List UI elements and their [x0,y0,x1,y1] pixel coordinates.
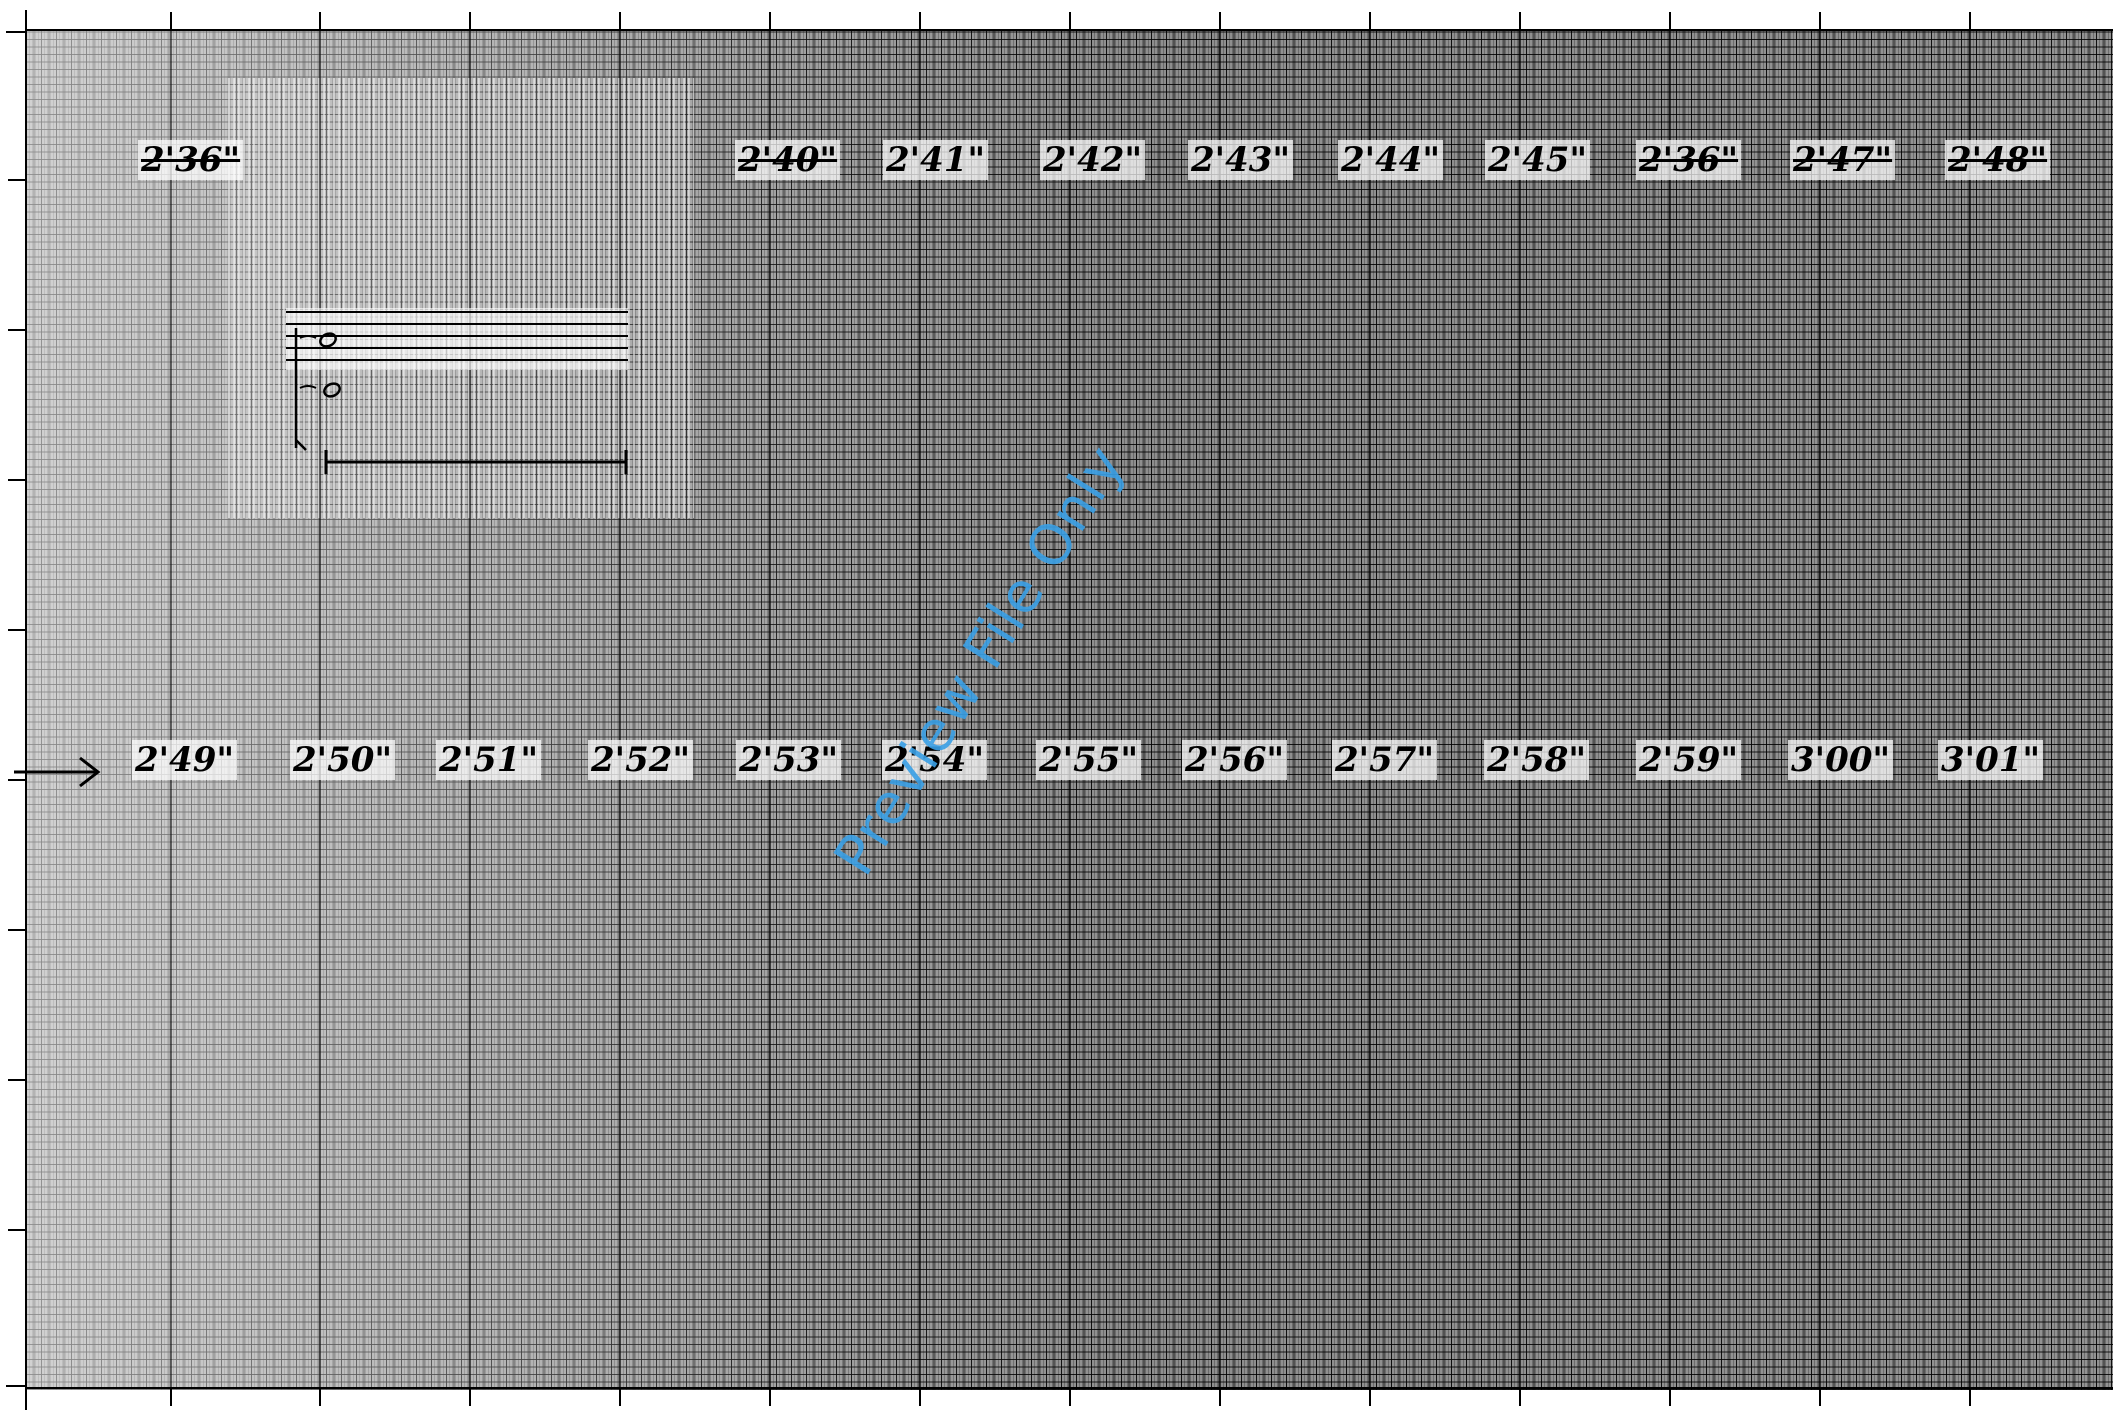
time-label-bottom: 2'49" [132,740,238,780]
time-label-bottom: 2'55" [1036,740,1142,780]
time-label-bottom: 2'51" [436,740,542,780]
time-label-top: 2'40" [735,140,841,180]
time-label-bottom: 2'57" [1332,740,1438,780]
left-ticks [6,31,26,1387]
time-label-bottom: 2'54" [882,740,988,780]
faded-region [228,78,694,518]
time-label-top: 2'44" [1338,140,1444,180]
right-arrow-icon [14,756,101,788]
time-label-top: 2'43" [1188,140,1294,180]
bottom-ticks [25,1388,1971,1410]
time-label-top: 2'41" [883,140,989,180]
time-label-top: 2'42" [1040,140,1146,180]
time-label-bottom: 2'53" [736,740,842,780]
time-label-bottom: 2'50" [290,740,396,780]
staff-notation-sketch [286,308,628,474]
time-label-top: 2'45" [1485,140,1591,180]
time-label-bottom: 2'58" [1484,740,1590,780]
time-label-top: 2'47" [1790,140,1896,180]
time-label-bottom: 2'56" [1182,740,1288,780]
major-vertical-rules [170,30,1971,1388]
time-label-bottom: 2'59" [1636,740,1742,780]
time-label-top: 2'48" [1945,140,2051,180]
time-label-top: 2'36" [138,140,244,180]
top-ticks [25,10,1971,30]
time-label-top: 2'36" [1636,140,1742,180]
time-label-bottom: 2'52" [588,740,694,780]
time-label-bottom: 3'00" [1788,740,1894,780]
time-label-bottom: 3'01" [1938,740,2044,780]
